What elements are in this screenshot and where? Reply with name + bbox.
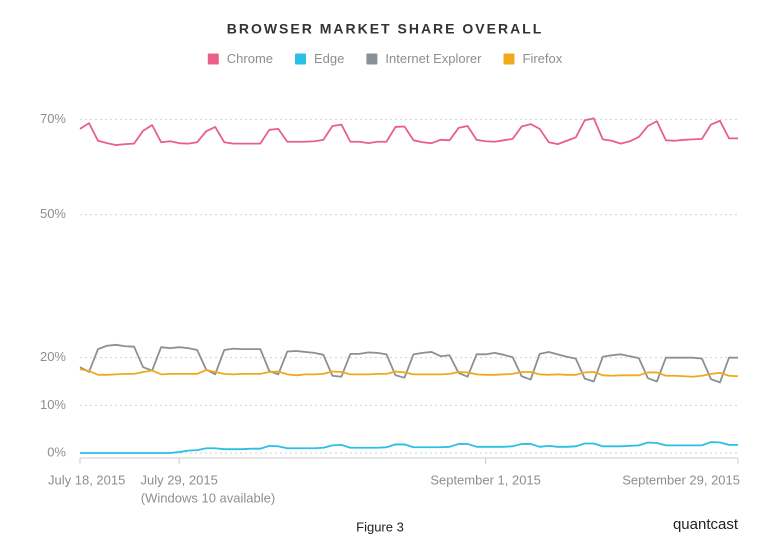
- legend-label: Internet Explorer: [385, 51, 482, 66]
- y-tick-label: 50%: [40, 206, 66, 221]
- legend-label: Chrome: [227, 51, 273, 66]
- legend-swatch: [503, 53, 515, 65]
- y-tick-label: 70%: [40, 111, 66, 126]
- x-tick-label: July 29, 2015: [140, 472, 217, 487]
- y-tick-label: 0%: [47, 444, 66, 459]
- y-tick-label: 10%: [40, 397, 66, 412]
- y-tick-label: 20%: [40, 349, 66, 364]
- series-line: [80, 441, 738, 454]
- chart-title: BROWSER MARKET SHARE OVERALL: [227, 21, 544, 37]
- legend-label: Firefox: [523, 51, 563, 66]
- legend-swatch: [207, 53, 219, 65]
- annotation: (Windows 10 available): [141, 490, 275, 505]
- x-tick-label: September 29, 2015: [622, 472, 740, 487]
- x-tick-label: July 18, 2015: [48, 472, 125, 487]
- series-line: [79, 368, 739, 378]
- series-line: [79, 343, 738, 384]
- x-tick-label: September 1, 2015: [430, 472, 541, 487]
- series-line: [79, 117, 738, 146]
- brand: quantcast: [673, 516, 739, 533]
- legend-swatch: [366, 53, 378, 65]
- legend-label: Edge: [314, 51, 344, 66]
- legend-swatch: [295, 53, 307, 65]
- caption: Figure 3: [356, 519, 404, 534]
